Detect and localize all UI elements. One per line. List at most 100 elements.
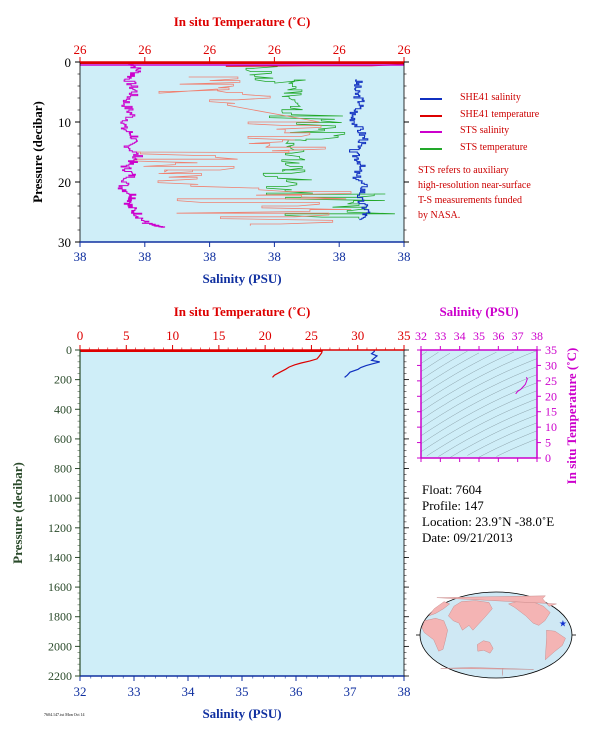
ts-contour: [420, 352, 480, 388]
top-tick-label-main: 10: [166, 328, 179, 343]
bottom-tick-label-main: 34: [182, 684, 196, 699]
ts-contour: [449, 414, 538, 458]
bottom-tick-label: 38: [74, 249, 87, 264]
top-tick-label-main: 20: [259, 328, 272, 343]
asia-landmass: [448, 600, 493, 631]
ts-plot-area: [421, 350, 537, 458]
ts-contour: [420, 382, 538, 445]
series-she41-salinity-line: [349, 79, 371, 221]
top-tick-label: 26: [138, 42, 152, 57]
ts-contour: [420, 374, 538, 437]
series-salinity: [344, 350, 380, 378]
y-tick-label-main: 1400: [48, 550, 72, 564]
greenland-landmass: [436, 595, 557, 607]
y-tick-label: 0: [65, 55, 72, 70]
ts-contour: [420, 358, 538, 420]
note-line: high-resolution near-surface: [418, 180, 531, 191]
bottom-tick-label: 38: [398, 249, 411, 264]
ts-contour: [420, 351, 497, 396]
series-sts-salinity: [117, 62, 166, 228]
ts-contour: [426, 398, 538, 457]
y-tick-label-main: 200: [54, 373, 72, 387]
bottom-tick-label-main: 32: [74, 684, 87, 699]
legend-swatch-magenta: [420, 131, 442, 133]
sts-note: STS refers to auxiliary high-resolution …: [418, 163, 598, 223]
bottom-tick-label: 38: [203, 249, 216, 264]
top-tick-label-main: 15: [212, 328, 225, 343]
note-line: by NASA.: [418, 210, 461, 221]
plot-area-main: [80, 350, 404, 676]
europe-landmass: [428, 601, 451, 617]
ts-top-tick-label: 36: [492, 329, 504, 343]
location: Location: 23.9˚N -38.0˚E: [422, 514, 555, 529]
ts-contour: [420, 366, 538, 429]
top-tick-label: 26: [74, 42, 88, 57]
ts-density-contours: [420, 350, 538, 458]
ts-contour: [420, 352, 439, 364]
ts-top-tick-label: 32: [415, 329, 427, 343]
ts-top-axis-title: Salinity (PSU): [439, 304, 518, 319]
ts-contour: [496, 438, 538, 457]
bottom-tick-label: 38: [268, 249, 281, 264]
ts-contour: [420, 351, 427, 356]
series-salmon-bands: [132, 76, 352, 226]
legend-label: STS temperature: [460, 141, 528, 153]
ts-right-tick-label: 10: [545, 420, 557, 434]
bottom-tick-label-main: 35: [236, 684, 249, 699]
ts-contour: [420, 350, 468, 380]
series-she41-salinity: [349, 79, 371, 221]
note-line: STS refers to auxiliary: [418, 165, 509, 176]
y-tick-label-main: 1200: [48, 521, 72, 535]
ts-top-tick-label: 38: [531, 329, 543, 343]
ts-right-tick-label: 5: [545, 436, 551, 450]
ts-top-tick-label: 33: [434, 329, 446, 343]
date: Date: 09/21/2013: [422, 530, 513, 545]
legend-swatch-blue: [420, 98, 442, 100]
bottom-tick-label-main: 33: [128, 684, 141, 699]
y-tick-label-main: 1600: [48, 580, 72, 594]
ts-right-tick-label: 0: [545, 451, 551, 465]
salmon-band-line: [132, 76, 352, 226]
ts-right-axis-title: In situ Temperature (˚C): [564, 348, 579, 485]
float-location-marker: ★: [559, 619, 567, 629]
ts-contour: [420, 352, 451, 372]
bottom-tick-label-main: 37: [344, 684, 358, 699]
legend-label: SHE41 temperature: [460, 108, 540, 120]
profile-number: Profile: 147: [422, 498, 484, 513]
bottom-axis-title: Salinity (PSU): [202, 271, 281, 286]
top-tick-label: 26: [203, 42, 217, 57]
y-axis-title-main: Pressure (decibar): [10, 462, 25, 564]
ts-top-tick-label: 35: [473, 329, 485, 343]
africa-landmass: [421, 618, 448, 652]
y-tick-label-main: 2000: [48, 639, 72, 653]
note-line: T-S measurements funded: [418, 195, 523, 206]
ts-contour: [467, 422, 538, 456]
south-america-landmass: [545, 629, 566, 661]
top-axis-title: In situ Temperature (˚C): [174, 14, 311, 29]
top-tick-label-main: 0: [77, 328, 84, 343]
top-tick-label-main: 5: [123, 328, 130, 343]
australia-landmass: [477, 640, 494, 654]
y-tick-label-main: 1000: [48, 491, 72, 505]
legend-swatch-red: [420, 114, 442, 117]
bottom-tick-label-main: 38: [398, 684, 411, 699]
ts-top-tick-label: 34: [454, 329, 466, 343]
y-tick-label: 30: [58, 235, 71, 250]
ts-right-tick-label: 25: [545, 374, 557, 388]
ts-contour: [438, 406, 538, 457]
ts-right-tick-label: 15: [545, 405, 557, 419]
series-sts-salinity-line: [117, 62, 166, 228]
ts-right-tick-label: 30: [545, 358, 557, 372]
float-info: Float: 7604 Profile: 147 Location: 23.9˚…: [422, 482, 554, 546]
ts-profile: [515, 376, 528, 395]
float-id: Float: 7604: [422, 482, 482, 497]
top-tick-label-main: 35: [398, 328, 411, 343]
top-tick-label-main: 25: [305, 328, 318, 343]
legend-swatch-green: [420, 147, 442, 150]
ts-right-tick-label: 20: [545, 389, 557, 403]
y-tick-label: 10: [58, 115, 71, 130]
bottom-tick-label: 38: [138, 249, 151, 264]
ts-contour: [478, 430, 538, 458]
y-tick-label-main: 1800: [48, 610, 72, 624]
world-map: ★: [416, 591, 576, 679]
